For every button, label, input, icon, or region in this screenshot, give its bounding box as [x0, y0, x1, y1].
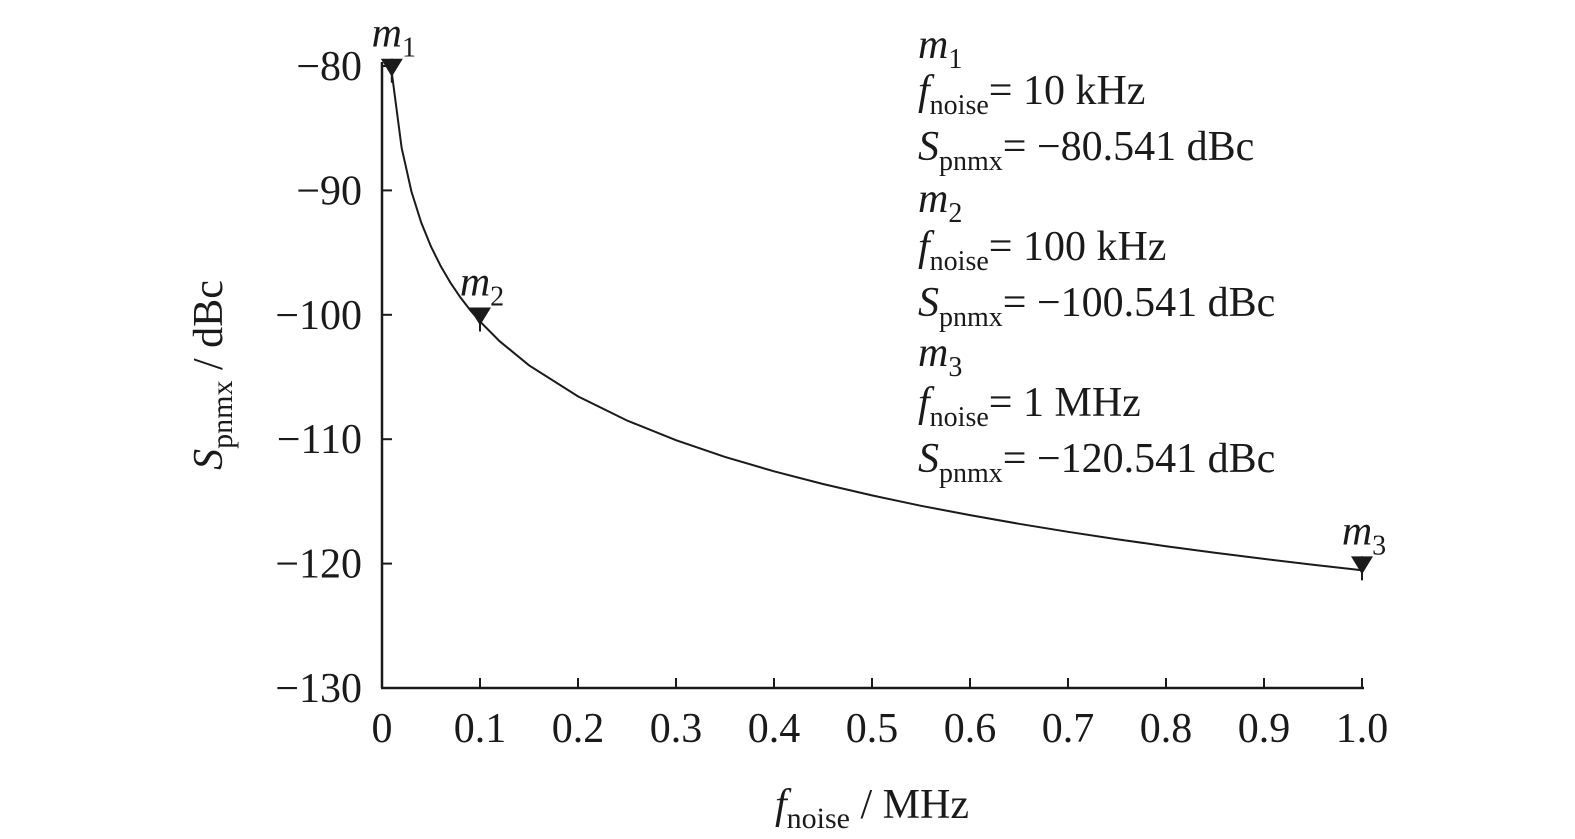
- y-tick-label: −110: [277, 417, 362, 463]
- y-axis-label-unit: / dBc: [186, 280, 232, 380]
- x-tick-label: 1.0: [1336, 706, 1389, 752]
- markers: m1 m2 m3: [372, 11, 1386, 581]
- x-tick-label: 0.8: [1140, 706, 1193, 752]
- y-ticks: −80 −90 −100 −110 −120 −130: [275, 44, 392, 712]
- x-axis-label-sub: noise: [787, 802, 850, 835]
- marker-label: m1: [372, 11, 416, 64]
- annotation-m1-f: fnoise= 10 kHz: [918, 68, 1145, 121]
- y-axis-label: Spnmx / dBc: [186, 280, 239, 470]
- marker-label: m2: [460, 260, 504, 313]
- annotation-m3-name: m3: [918, 330, 962, 383]
- annotation-m2-name: m2: [918, 176, 962, 229]
- y-tick-label: −80: [296, 44, 362, 90]
- annotation-m3-f: fnoise= 1 MHz: [918, 380, 1141, 433]
- x-tick-label: 0.9: [1238, 706, 1291, 752]
- x-tick-label: 0: [372, 706, 393, 752]
- series: [390, 72, 1363, 572]
- x-axis-label: fnoise / MHz: [775, 782, 969, 835]
- y-axis-label-symbol: S: [186, 449, 232, 470]
- x-tick-label: 0.6: [944, 706, 997, 752]
- annotation-m1-s: Spnmx= −80.541 dBc: [918, 124, 1254, 177]
- y-tick-label: −130: [275, 666, 362, 712]
- x-tick-label: 0.7: [1042, 706, 1095, 752]
- y-tick-label: −120: [275, 542, 362, 588]
- y-tick-label: −100: [275, 293, 362, 339]
- marker-annotation-block: m1 fnoise= 10 kHz Spnmx= −80.541 dBc m2 …: [918, 22, 1275, 489]
- y-axis-label-sub: pnmx: [206, 380, 239, 448]
- x-tick-label: 0.3: [650, 706, 703, 752]
- annotation-m2-s: Spnmx= −100.541 dBc: [918, 280, 1275, 333]
- x-tick-label: 0.1: [454, 706, 507, 752]
- x-axis-label-unit: / MHz: [850, 782, 969, 828]
- x-tick-label: 0.5: [846, 706, 899, 752]
- x-tick-label: 0.4: [748, 706, 801, 752]
- annotation-m3-s: Spnmx= −120.541 dBc: [918, 436, 1275, 489]
- marker-label: m3: [1342, 508, 1386, 561]
- x-tick-label: 0.2: [552, 706, 605, 752]
- x-ticks: 0 0.1 0.2 0.3 0.4 0.5 0.6 0.7 0.8 0.9 1.0: [372, 678, 1389, 752]
- y-tick-label: −90: [296, 168, 362, 214]
- series-line: [390, 72, 1363, 572]
- annotation-m1-name: m1: [918, 22, 962, 75]
- annotation-m2-f: fnoise= 100 kHz: [918, 224, 1166, 277]
